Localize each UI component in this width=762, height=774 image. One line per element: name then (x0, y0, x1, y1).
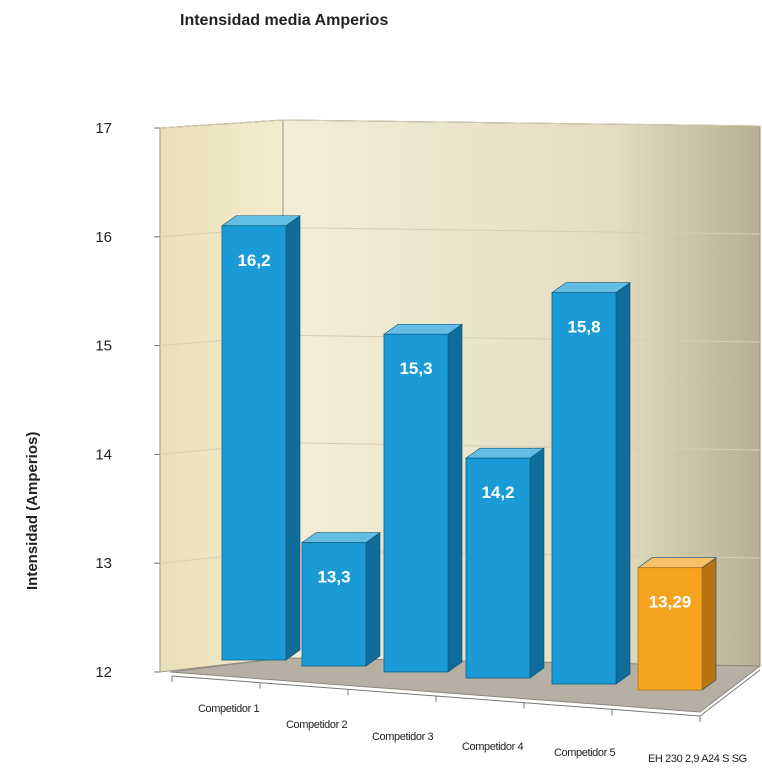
x-tick-label: Competidor 1 (198, 703, 260, 715)
y-tick-label: 13 (95, 555, 112, 572)
bar-value-label: 15,3 (399, 359, 432, 378)
chart-title: Intensidad media Amperios (180, 12, 389, 29)
bar-value-label: 16,2 (237, 251, 270, 270)
gridline (282, 119, 761, 127)
bar-front (301, 542, 367, 667)
bar-top (221, 215, 301, 227)
bar-6 (637, 557, 717, 691)
bar-side (529, 447, 545, 679)
gridline (159, 119, 284, 129)
bar-value-label: 15,8 (567, 318, 600, 337)
bar-front (551, 292, 617, 685)
bar-front (465, 457, 531, 679)
bar-5 (551, 282, 631, 685)
bar-2 (301, 532, 381, 667)
y-tick-label: 15 (95, 338, 112, 355)
gridline (282, 227, 761, 235)
y-tick-label: 17 (95, 120, 112, 137)
bar-front (383, 333, 449, 673)
x-axis-line (699, 669, 761, 717)
bar-top (383, 323, 463, 335)
bar-1 (221, 215, 301, 661)
bar-3 (383, 323, 463, 673)
x-tick-label: Competidor 3 (372, 731, 434, 743)
bar-value-label: 13,3 (317, 568, 350, 587)
gridline (282, 442, 761, 451)
bar-top (465, 447, 545, 459)
y-axis-label: Intensidad (Amperios) (24, 431, 41, 590)
bar-top (301, 532, 381, 543)
bar-front (637, 567, 703, 691)
bar-side (701, 557, 717, 691)
bar-side (447, 323, 463, 673)
x-tick-label: Competidor 2 (286, 719, 348, 731)
x-tick-label: EH 230 2,9 A24 S SG (648, 753, 747, 765)
bar-side (285, 215, 301, 661)
y-tick-label: 16 (95, 229, 112, 246)
bar-top (637, 557, 717, 569)
y-tick-label: 12 (95, 664, 112, 681)
gridline (282, 334, 761, 343)
bar-value-label: 13,29 (649, 593, 692, 612)
bar-side (365, 532, 381, 667)
bar-top (551, 282, 631, 293)
bar-value-label: 14,2 (481, 483, 514, 502)
bar-side (615, 282, 631, 685)
bar-4 (465, 447, 545, 679)
bar-front (221, 225, 287, 661)
x-tick-label: Competidor 4 (462, 741, 524, 753)
y-tick-label: 14 (95, 446, 112, 463)
x-tick-label: Competidor 5 (554, 747, 616, 759)
